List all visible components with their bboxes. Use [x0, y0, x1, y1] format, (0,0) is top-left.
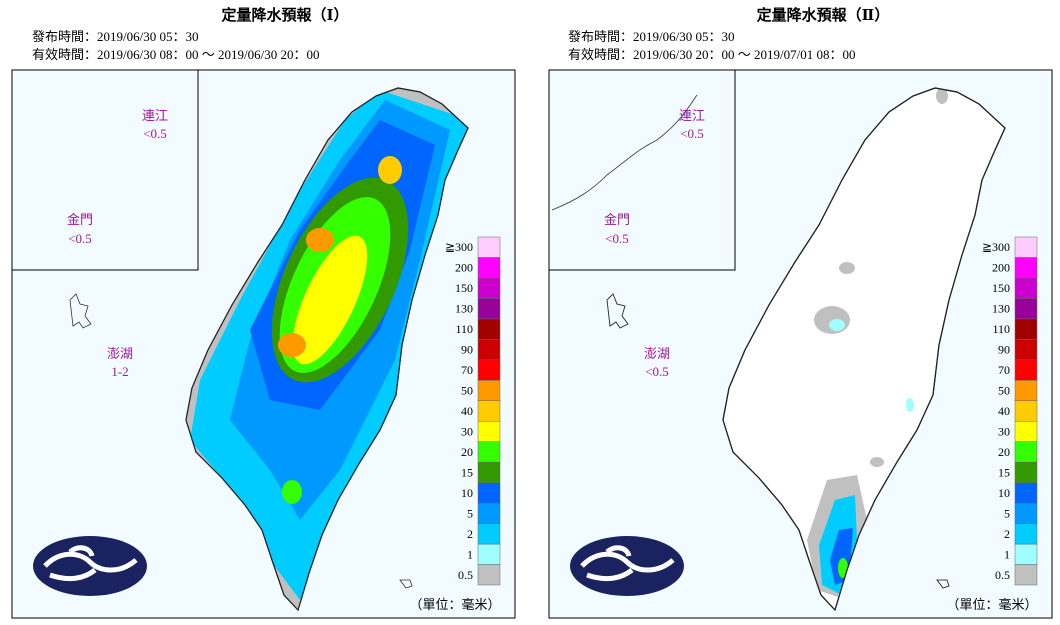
- inset-frame: [548, 69, 736, 271]
- legend-swatch: [477, 523, 501, 545]
- legend-label: 15: [998, 465, 1010, 479]
- island-name: 澎湖: [107, 346, 133, 361]
- legend-swatch: [1014, 461, 1038, 483]
- legend-swatch: [1014, 502, 1038, 524]
- legend-label: 5: [1004, 506, 1010, 520]
- legend-swatch: [477, 236, 501, 258]
- island-name: 金門: [67, 212, 93, 227]
- legend-swatch: [477, 380, 501, 402]
- island-name: 連江: [679, 108, 705, 123]
- panel-title: 定量降水預報（Ⅰ）: [221, 6, 348, 24]
- unit-label: （單位：毫米）: [409, 597, 500, 612]
- legend: 0.5 1 2 5 10 15 20 30 40 50 70 90 110 130 150 200 ≧300: [445, 236, 501, 586]
- legend-swatch: [477, 318, 501, 340]
- legend-label: 70: [998, 363, 1010, 377]
- legend-swatch: [477, 277, 501, 299]
- legend-swatch: [1014, 236, 1038, 258]
- legend-label: 150: [455, 281, 473, 295]
- legend-label: 200: [455, 261, 473, 275]
- legend-label: 50: [461, 384, 473, 398]
- legend-label: 40: [461, 404, 473, 418]
- legend-label: 5: [467, 506, 473, 520]
- issue-time: 發布時間：2019/06/30 05：30: [568, 29, 734, 44]
- island-value: <0.5: [645, 364, 669, 379]
- island-value: 1-2: [111, 364, 128, 379]
- island-name: 金門: [604, 212, 630, 227]
- legend-swatch: [477, 461, 501, 483]
- legend-label: 30: [998, 424, 1010, 438]
- legend-swatch: [1014, 482, 1038, 504]
- legend-swatch: [477, 420, 501, 442]
- panel: 定量降水預報（Ⅱ） 發布時間：2019/06/30 05：30 有效時間：201…: [548, 6, 1053, 619]
- legend-swatch: [1014, 339, 1038, 361]
- legend-label: 20: [998, 445, 1010, 459]
- island-value: <0.5: [68, 231, 92, 246]
- legend-swatch: [477, 257, 501, 279]
- legend-swatch: [477, 543, 501, 565]
- legend-label: 15: [461, 465, 473, 479]
- legend-swatch: [477, 400, 501, 422]
- legend-swatch: [477, 502, 501, 524]
- legend-label: 70: [461, 363, 473, 377]
- legend-swatch: [477, 441, 501, 463]
- logo: [570, 536, 684, 596]
- legend-swatch: [1014, 400, 1038, 422]
- logo: [33, 536, 147, 596]
- legend-swatch: [477, 298, 501, 320]
- legend-swatch: [1014, 359, 1038, 381]
- legend-swatch: [477, 339, 501, 361]
- legend-label: 0.5: [458, 568, 473, 582]
- legend-swatch: [1014, 298, 1038, 320]
- legend-label: 1: [1004, 547, 1010, 561]
- legend-label: 130: [992, 302, 1010, 316]
- legend: 0.5 1 2 5 10 15 20 30 40 50 70 90 110 130 150 200 ≧300: [982, 236, 1038, 586]
- legend-swatch: [477, 564, 501, 586]
- inset-frame: [11, 69, 199, 271]
- legend-label: 90: [461, 343, 473, 357]
- legend-swatch: [1014, 318, 1038, 340]
- legend-swatch: [477, 482, 501, 504]
- legend-swatch: [1014, 380, 1038, 402]
- legend-label: ≧300: [982, 240, 1010, 254]
- legend-label: 2: [467, 527, 473, 541]
- panel-title: 定量降水預報（Ⅱ）: [757, 6, 890, 24]
- island-value: <0.5: [680, 126, 704, 141]
- legend-label: 90: [998, 343, 1010, 357]
- issue-time: 發布時間：2019/06/30 05：30: [32, 29, 198, 44]
- legend-swatch: [477, 359, 501, 381]
- valid-time: 有效時間：2019/06/30 08：00 ～ 2019/06/30 20：00: [32, 47, 319, 62]
- legend-swatch: [1014, 420, 1038, 442]
- legend-label: 20: [461, 445, 473, 459]
- panel: 定量降水預報（Ⅰ） 發布時間：2019/06/30 05：30 有效時間：201…: [11, 6, 516, 619]
- legend-swatch: [1014, 441, 1038, 463]
- island-value: <0.5: [143, 126, 167, 141]
- legend-label: 40: [998, 404, 1010, 418]
- legend-label: 130: [455, 302, 473, 316]
- valid-time: 有效時間：2019/06/30 20：00 ～ 2019/07/01 08：00: [568, 47, 855, 62]
- legend-label: 110: [455, 322, 473, 336]
- legend-label: 10: [998, 486, 1010, 500]
- legend-label: ≧300: [445, 240, 473, 254]
- legend-label: 10: [461, 486, 473, 500]
- unit-label: （單位：毫米）: [946, 597, 1037, 612]
- legend-swatch: [1014, 523, 1038, 545]
- legend-label: 30: [461, 424, 473, 438]
- island-name: 連江: [142, 108, 168, 123]
- legend-swatch: [1014, 277, 1038, 299]
- legend-label: 1: [467, 547, 473, 561]
- island-name: 澎湖: [644, 346, 670, 361]
- legend-label: 50: [998, 384, 1010, 398]
- island-value: <0.5: [605, 231, 629, 246]
- legend-swatch: [1014, 257, 1038, 279]
- legend-swatch: [1014, 543, 1038, 565]
- legend-label: 2: [1004, 527, 1010, 541]
- legend-swatch: [1014, 564, 1038, 586]
- legend-label: 200: [992, 261, 1010, 275]
- legend-label: 0.5: [995, 568, 1010, 582]
- legend-label: 110: [992, 322, 1010, 336]
- legend-label: 150: [992, 281, 1010, 295]
